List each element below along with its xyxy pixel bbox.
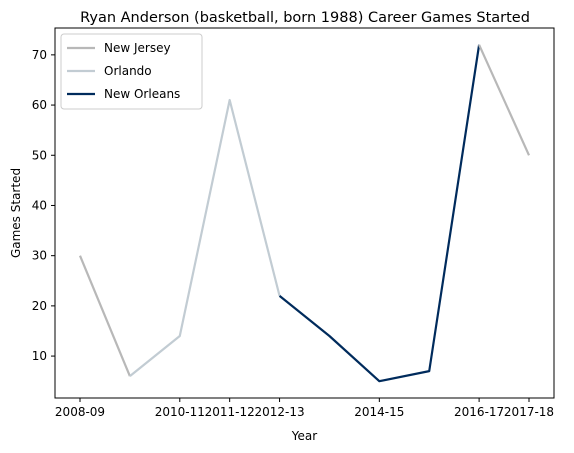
series-line-1 — [129, 98, 281, 378]
legend-label: New Jersey — [104, 41, 171, 55]
y-tick-label: 20 — [32, 299, 47, 313]
y-tick-label: 50 — [32, 148, 47, 162]
legend: New Jersey Orlando New Orleans — [60, 33, 203, 110]
x-tick-label: 2016-17 — [454, 405, 504, 419]
x-tick-label: 2010-11 — [155, 405, 205, 419]
chart-title: Ryan Anderson (basketball, born 1988) Ca… — [80, 10, 530, 26]
legend-label: Orlando — [104, 64, 152, 78]
plot-frame — [54, 27, 555, 399]
y-tick-label: 30 — [32, 249, 47, 263]
y-tick-label: 10 — [32, 349, 47, 363]
series-line-2 — [278, 44, 481, 383]
x-tick-label: 2011-12 — [205, 405, 255, 419]
series-line-0 — [78, 255, 131, 377]
x-tick-label: 2017-18 — [504, 405, 554, 419]
y-tick-label: 40 — [32, 198, 47, 212]
y-axis-label: Games Started — [9, 168, 23, 258]
y-axis: 10 20 30 40 50 60 70 — [32, 48, 55, 363]
x-axis-label: Year — [291, 429, 317, 443]
y-tick-label: 70 — [32, 48, 47, 62]
legend-box — [60, 33, 203, 110]
y-tick-label: 60 — [32, 98, 47, 112]
x-tick-label: 2014-15 — [354, 405, 404, 419]
x-tick-label: 2012-13 — [254, 405, 304, 419]
series-layer — [78, 44, 531, 383]
x-axis: 2008-09 2010-11 2011-12 2012-13 2014-15 2016-… — [55, 398, 554, 419]
x-tick-label: 2008-09 — [55, 405, 105, 419]
series-line-3 — [478, 44, 531, 156]
legend-label: New Orleans — [104, 87, 180, 101]
